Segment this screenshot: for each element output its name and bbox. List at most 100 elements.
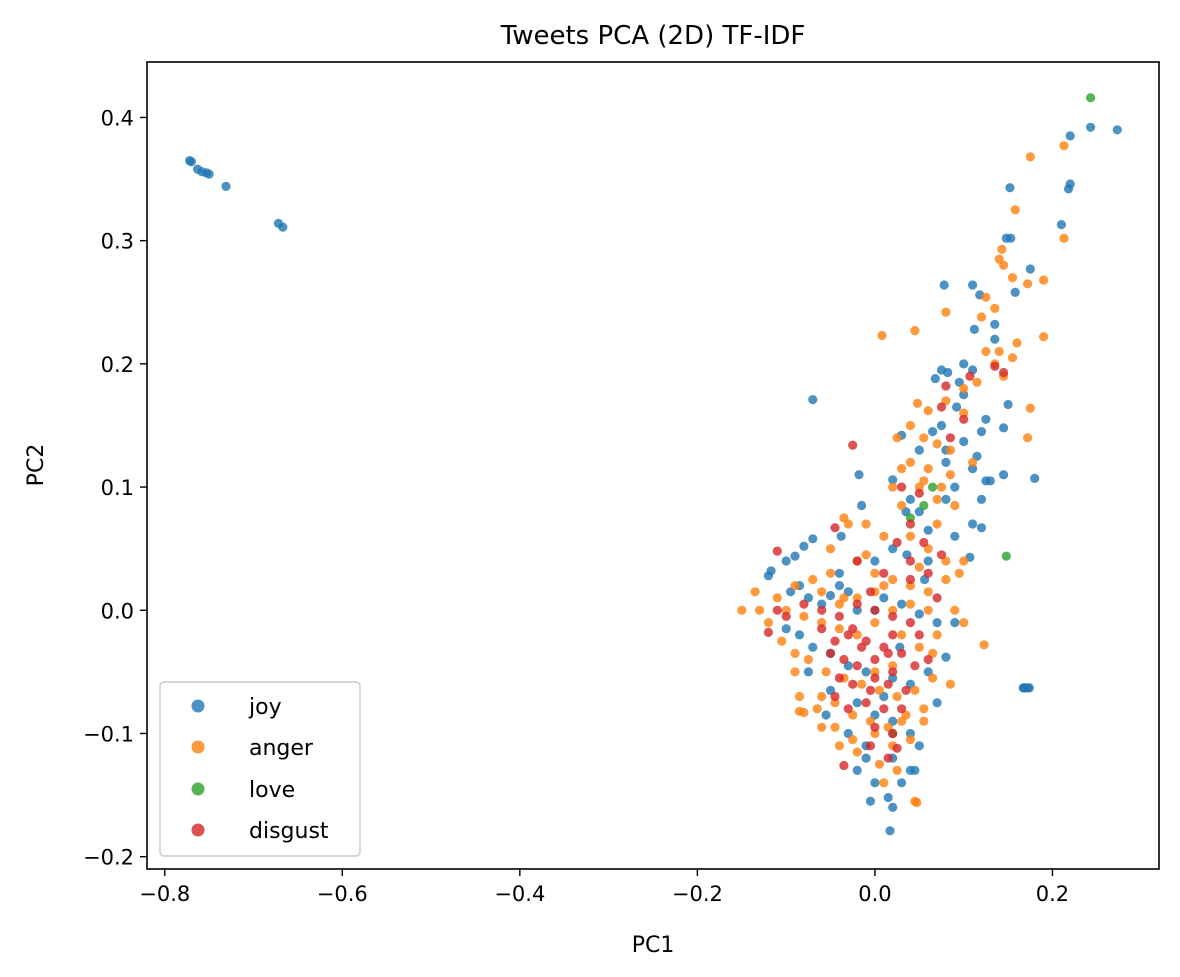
point-disgust: [923, 654, 933, 665]
point-joy: [990, 319, 1000, 329]
point-anger: [750, 587, 760, 597]
point-disgust: [888, 611, 898, 622]
point-disgust: [848, 624, 858, 634]
point-anger: [968, 457, 978, 467]
point-anger: [794, 691, 805, 702]
point-joy: [905, 494, 916, 504]
point-anger: [861, 519, 871, 529]
point-joy: [897, 778, 907, 788]
point-anger: [892, 691, 902, 702]
point-disgust: [870, 673, 880, 683]
point-joy: [834, 568, 845, 578]
point-joy: [808, 534, 818, 544]
point-anger: [919, 716, 929, 726]
legend-item-disgust: disgust: [191, 819, 329, 844]
point-disgust: [834, 611, 845, 622]
point-anger: [1007, 353, 1018, 363]
point-disgust: [861, 698, 871, 708]
point-anger: [1007, 273, 1018, 283]
point-disgust: [870, 722, 880, 732]
point-joy: [1003, 399, 1013, 410]
legend-label-anger: anger: [249, 736, 314, 761]
point-anger: [981, 292, 991, 302]
point-love: [919, 500, 929, 511]
point-anger: [959, 556, 969, 566]
point-joy: [950, 618, 960, 628]
point-disgust: [865, 685, 876, 696]
point-anger: [912, 398, 923, 408]
point-anger: [897, 716, 907, 726]
point-joy: [959, 359, 969, 369]
point-anger: [919, 704, 929, 714]
point-anger: [945, 445, 956, 455]
point-anger: [932, 439, 942, 449]
point-joy: [1056, 220, 1066, 230]
point-anger: [999, 260, 1009, 270]
point-anger: [834, 624, 845, 634]
point-joy: [930, 374, 940, 384]
point-anger: [905, 420, 916, 431]
point-joy: [186, 157, 196, 167]
point-anger: [912, 797, 922, 808]
point-love: [1001, 551, 1011, 561]
point-joy: [834, 581, 845, 591]
point-joy: [1005, 183, 1015, 193]
point-joy: [221, 181, 231, 191]
point-joy: [885, 826, 895, 836]
point-anger: [777, 636, 787, 646]
point-disgust: [914, 488, 924, 498]
point-disgust: [905, 574, 916, 585]
point-anger: [1023, 279, 1033, 289]
point-anger: [932, 519, 942, 529]
point-joy: [936, 420, 947, 431]
point-anger: [954, 568, 964, 578]
point-disgust: [888, 667, 898, 677]
point-joy: [852, 765, 862, 776]
point-disgust: [959, 414, 969, 424]
x-axis-label: PC1: [632, 933, 675, 958]
point-disgust: [879, 704, 889, 714]
point-love: [928, 482, 938, 492]
point-anger: [928, 673, 938, 683]
point-anger: [877, 330, 887, 341]
point-anger: [979, 640, 989, 650]
point-anger: [821, 667, 831, 677]
point-anger: [803, 654, 814, 665]
point-joy: [981, 414, 991, 424]
point-anger: [981, 346, 991, 357]
point-joy: [923, 556, 933, 566]
point-joy: [870, 778, 880, 788]
legend-marker-love: [191, 782, 205, 796]
point-joy: [781, 624, 791, 634]
x-axis: −0.8 −0.6 −0.4 −0.2 0.0 0.2: [139, 869, 1069, 906]
point-love: [1086, 93, 1096, 103]
point-anger: [825, 568, 836, 578]
point-joy: [870, 556, 880, 566]
point-joy: [1065, 131, 1075, 141]
legend-item-love: love: [191, 778, 295, 803]
point-disgust: [883, 648, 893, 659]
point-disgust: [990, 361, 1000, 371]
point-joy: [950, 531, 960, 541]
point-anger: [817, 722, 827, 732]
point-disgust: [839, 654, 849, 665]
point-joy: [1006, 233, 1016, 243]
y-axis-label: PC2: [24, 444, 49, 487]
point-disgust: [825, 648, 836, 659]
x-tick-label: −0.2: [672, 882, 723, 906]
point-anger: [905, 531, 916, 541]
point-anger: [932, 494, 942, 504]
point-anger: [874, 759, 885, 769]
point-anger: [905, 599, 916, 609]
point-anger: [843, 519, 853, 529]
point-disgust: [772, 605, 782, 615]
point-joy: [968, 280, 978, 290]
point-joy: [1024, 683, 1034, 693]
point-anger: [897, 464, 907, 474]
point-joy: [969, 324, 980, 334]
point-joy: [941, 494, 951, 504]
point-anger: [923, 605, 933, 615]
point-anger: [799, 611, 809, 622]
point-anger: [852, 747, 862, 757]
point-anger: [923, 464, 933, 474]
